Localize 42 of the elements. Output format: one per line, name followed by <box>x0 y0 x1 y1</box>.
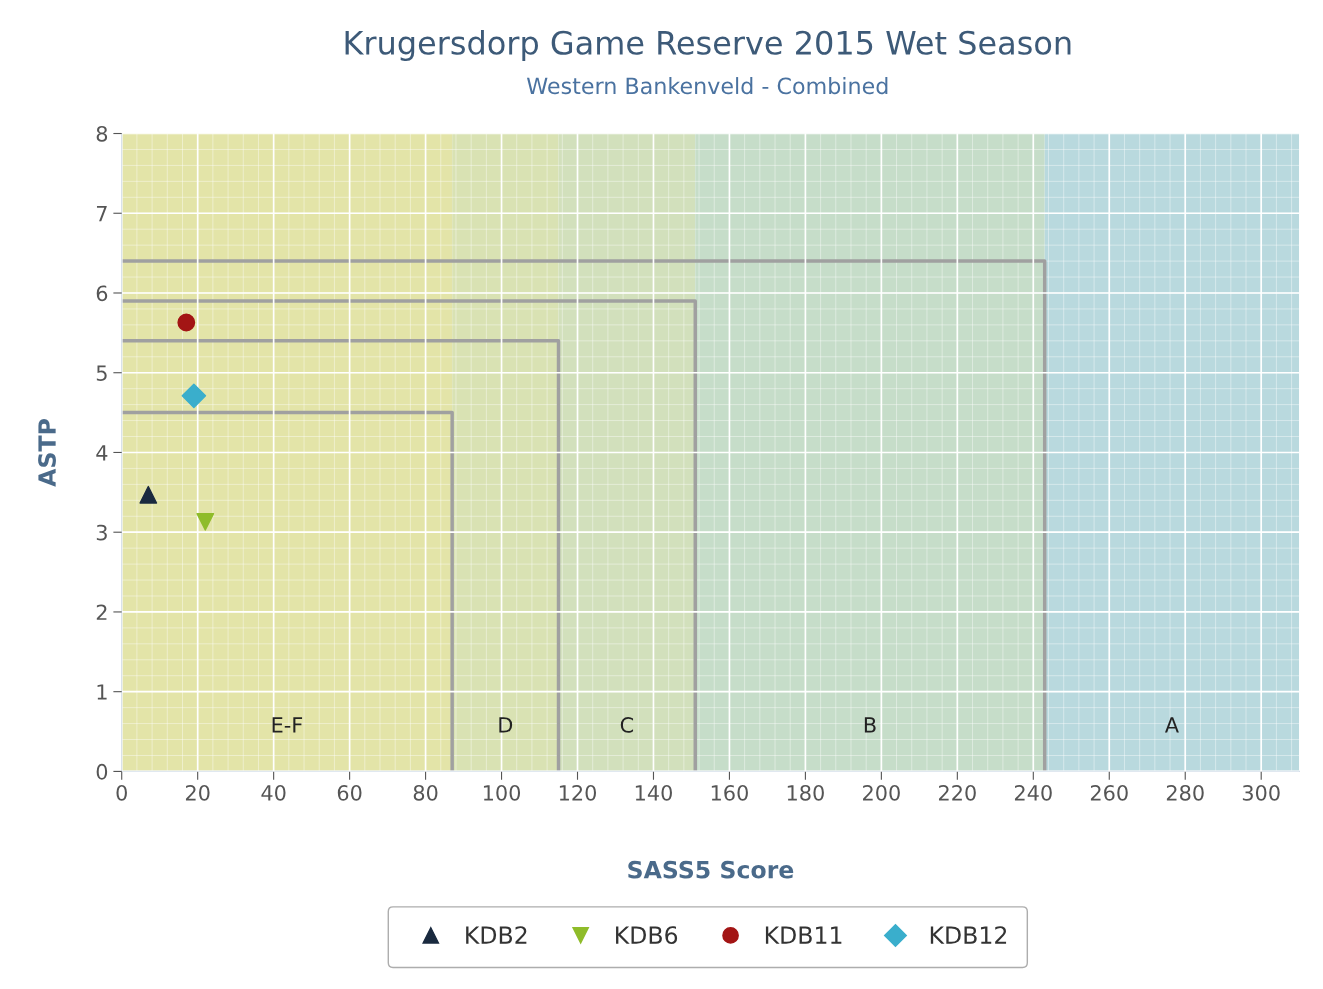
legend-label: KDB2 <box>466 926 527 944</box>
point <box>196 512 215 531</box>
x-tick-label: 260 <box>1090 784 1128 801</box>
chart-title: Krugersdorp Game Reserve 2015 Wet Season <box>345 30 1071 62</box>
y-tick-label: 4 <box>96 445 108 461</box>
x-tick-label: 80 <box>413 784 438 801</box>
y-tick-label: 6 <box>96 285 108 302</box>
x-tick-label: 160 <box>711 784 748 801</box>
y-tick-label: 8 <box>96 125 108 142</box>
x-tick-label: 220 <box>938 784 976 801</box>
x-tick-label: 100 <box>483 784 521 801</box>
y-tick-label: 1 <box>97 684 107 700</box>
y-tick-label: 2 <box>96 604 107 620</box>
x-tick-label: 120 <box>559 784 597 801</box>
point <box>177 313 196 332</box>
x-tick-label: 180 <box>787 784 824 801</box>
legend-label: KDB12 <box>930 926 1007 944</box>
band-label: B <box>864 717 876 733</box>
point <box>139 485 158 504</box>
legend-label: KDB6 <box>616 926 678 945</box>
band-label: E-F <box>272 717 303 733</box>
x-tick-label: 200 <box>863 784 900 801</box>
x-tick-label: 140 <box>635 784 672 801</box>
x-tick-label: 280 <box>1166 784 1204 801</box>
x-tick-label: 20 <box>185 784 210 801</box>
y-tick-label: 5 <box>96 365 107 381</box>
point <box>181 383 207 409</box>
x-tick-label: 60 <box>337 784 362 801</box>
x-axis-title: SASS5 Score <box>628 860 794 879</box>
y-axis-title: ASTP <box>38 419 56 487</box>
x-tick-label: 40 <box>261 784 286 801</box>
x-tick-label: 0 <box>116 784 127 801</box>
y-tick-label: 0 <box>96 763 108 780</box>
band-label: D <box>499 717 513 733</box>
band-label: A <box>1164 717 1179 733</box>
y-tick-label: 7 <box>96 205 107 222</box>
y-tick-label: 3 <box>96 524 107 541</box>
chart-subtitle: Western Bankenveld - Combined <box>526 77 888 95</box>
x-tick-label: 240 <box>1014 784 1052 801</box>
band-label: C <box>620 717 634 733</box>
x-tick-label: 300 <box>1242 784 1280 801</box>
legend-label: KDB11 <box>765 926 842 944</box>
